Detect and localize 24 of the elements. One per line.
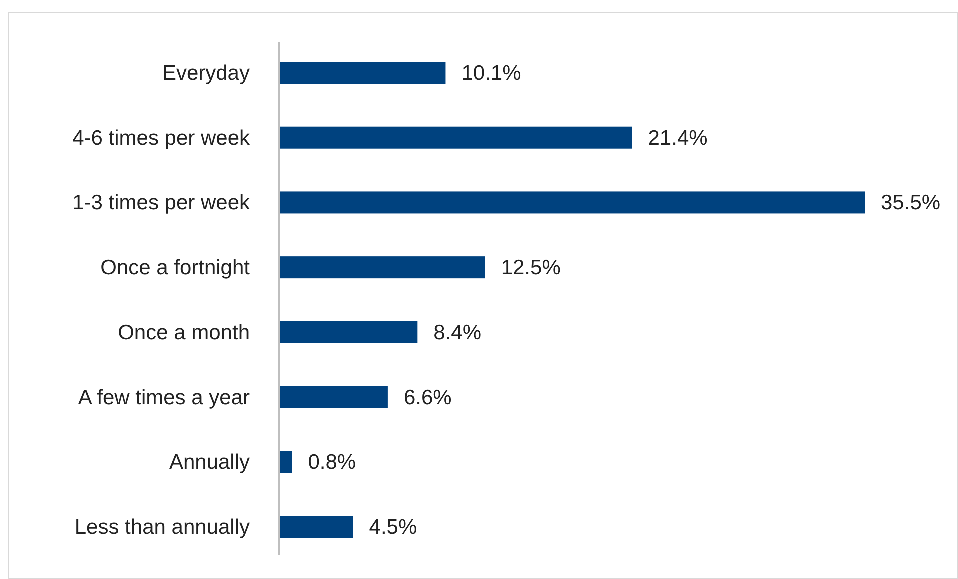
y-tick-label: 1-3 times per week <box>72 192 250 215</box>
y-tick-label: Once a month <box>118 321 250 344</box>
bar <box>279 62 446 84</box>
bar <box>279 126 632 149</box>
data-label: 0.8% <box>308 451 356 474</box>
data-label: 12.5% <box>501 256 561 280</box>
data-label: 8.4% <box>434 321 482 344</box>
bar <box>279 256 486 279</box>
y-tick-label: 4-6 times per week <box>72 126 250 150</box>
data-label: 10.1% <box>462 62 522 85</box>
y-tick-label: Less than annually <box>74 516 250 539</box>
data-label: 35.5% <box>881 192 941 215</box>
bar <box>279 451 292 474</box>
y-tick-label: A few times a year <box>78 386 250 410</box>
data-label: 4.5% <box>369 516 418 539</box>
bar <box>279 386 388 408</box>
bar <box>279 321 418 344</box>
y-tick-label: Once a fortnight <box>100 256 250 280</box>
data-label: 21.4% <box>648 126 708 150</box>
bar <box>279 192 865 214</box>
bar <box>279 516 354 538</box>
y-tick-label: Annually <box>169 451 250 474</box>
y-tick-label: Everyday <box>162 62 250 85</box>
data-label: 6.6% <box>404 386 452 410</box>
